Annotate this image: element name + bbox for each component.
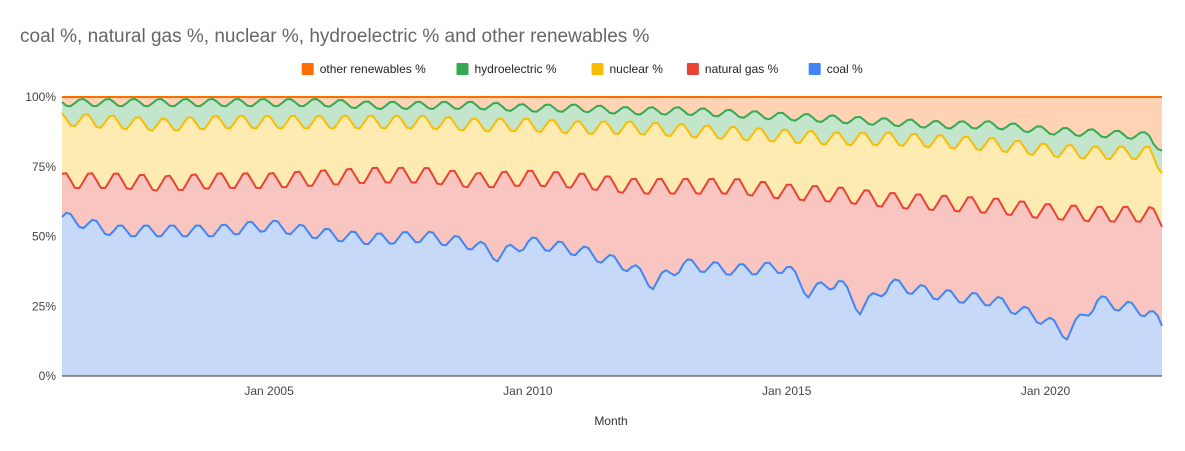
area-other-renewables xyxy=(62,97,1162,151)
legend-label: hydroelectric % xyxy=(475,62,557,76)
series-areas xyxy=(62,97,1162,376)
y-tick-label: 100% xyxy=(25,90,56,104)
x-axis-ticks: Jan 2005 Jan 2010 Jan 2015 Jan 2020 xyxy=(244,384,1070,398)
y-tick-label: 25% xyxy=(32,299,56,313)
legend: other renewables % hydroelectric % nuclear… xyxy=(301,62,863,76)
y-axis-ticks: 0% 25% 50% 75% 100% xyxy=(25,90,56,383)
legend-label: natural gas % xyxy=(705,62,779,76)
legend-label: other renewables % xyxy=(320,62,426,76)
legend-swatch xyxy=(301,63,314,75)
line-coal xyxy=(61,211,1163,341)
x-axis-title: Month xyxy=(594,414,627,428)
legend-item: coal % xyxy=(808,62,863,76)
x-tick-label: Jan 2010 xyxy=(503,384,553,398)
line-natural-gas xyxy=(61,166,1163,228)
area-coal xyxy=(62,212,1162,376)
series-lines xyxy=(61,96,1163,377)
legend-item: natural gas % xyxy=(686,62,779,76)
y-tick-label: 50% xyxy=(32,230,56,244)
legend-label: nuclear % xyxy=(610,62,664,76)
area-natural-gas xyxy=(62,167,1162,340)
y-tick-label: 75% xyxy=(32,160,56,174)
legend-item: hydroelectric % xyxy=(456,62,557,76)
legend-swatch xyxy=(591,63,604,75)
legend-swatch xyxy=(686,63,699,75)
legend-swatch xyxy=(808,63,821,75)
chart-title: coal %, natural gas %, nuclear %, hydroe… xyxy=(20,26,650,47)
legend-item: other renewables % xyxy=(301,62,426,76)
legend-swatch xyxy=(456,63,469,75)
line-nuclear xyxy=(61,112,1163,174)
y-tick-label: 0% xyxy=(39,369,57,383)
x-tick-label: Jan 2020 xyxy=(1021,384,1071,398)
legend-label: coal % xyxy=(827,62,863,76)
legend-item: nuclear % xyxy=(591,62,664,76)
line-hydroelectric xyxy=(61,98,1163,152)
area-hydroelectric xyxy=(62,99,1162,174)
x-tick-label: Jan 2005 xyxy=(244,384,294,398)
x-tick-label: Jan 2015 xyxy=(762,384,812,398)
